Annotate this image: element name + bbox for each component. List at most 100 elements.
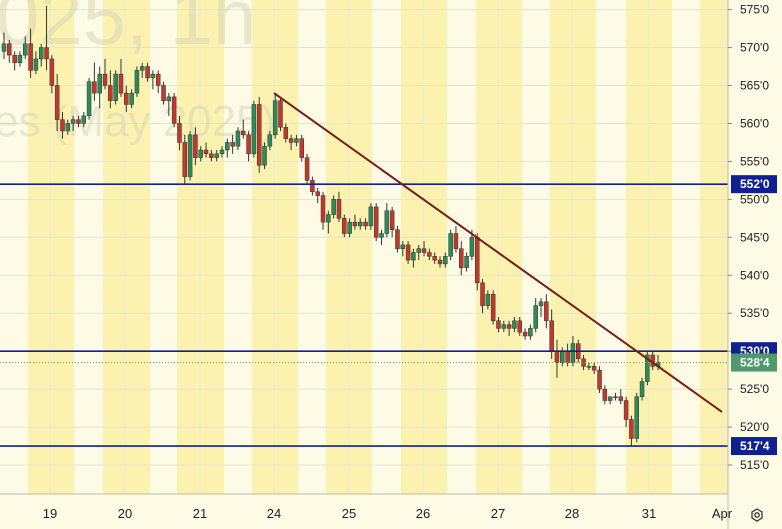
trend-line[interactable] xyxy=(273,92,723,413)
candle-body xyxy=(591,366,597,371)
candle xyxy=(528,324,533,340)
candle-body xyxy=(512,320,517,329)
y-tick-label: 545'0 xyxy=(740,230,769,244)
candle-body xyxy=(182,142,188,177)
candle xyxy=(331,195,336,219)
candle xyxy=(538,298,544,318)
candle xyxy=(187,131,193,181)
candle-body xyxy=(554,350,560,363)
candle-body xyxy=(416,248,421,253)
candle xyxy=(230,134,235,154)
candle-body xyxy=(150,73,156,79)
chart-settings-button[interactable] xyxy=(745,505,769,525)
candle-body xyxy=(629,419,634,439)
x-tick-label: 31 xyxy=(642,506,656,521)
candle-body xyxy=(1,43,7,52)
candle-body xyxy=(166,96,172,101)
candle-body xyxy=(634,396,639,439)
candle xyxy=(485,290,491,310)
candle-body xyxy=(225,142,230,151)
candle xyxy=(629,415,634,447)
candle xyxy=(102,58,108,90)
candle xyxy=(363,218,368,230)
candle xyxy=(86,77,92,120)
last-price-label-bg xyxy=(731,353,777,372)
candle xyxy=(28,28,33,78)
candle xyxy=(278,96,283,132)
candle xyxy=(23,36,28,59)
time-axis[interactable]: 19 20 21 24 25 26 27 28 31 Apr xyxy=(43,506,733,521)
candle xyxy=(453,225,459,253)
candle-body xyxy=(336,199,342,219)
candle-body xyxy=(464,256,469,268)
candle xyxy=(145,62,150,82)
candle-body xyxy=(480,282,485,306)
candle xyxy=(427,248,432,261)
candle-body xyxy=(118,73,124,94)
candle xyxy=(65,119,71,135)
candle xyxy=(272,93,278,139)
x-tick-label: 27 xyxy=(491,506,505,521)
candle-body xyxy=(145,66,150,79)
candle xyxy=(342,214,347,238)
candle-body xyxy=(187,134,193,177)
candle xyxy=(251,100,257,158)
candle xyxy=(405,241,411,264)
candle xyxy=(1,32,7,59)
candle-body xyxy=(28,43,33,71)
candle xyxy=(389,206,395,238)
candle xyxy=(618,389,624,405)
y-tick-label: 515'0 xyxy=(740,458,769,472)
candle xyxy=(544,294,549,329)
candle xyxy=(602,385,608,405)
candle-body xyxy=(54,85,60,120)
candle-body xyxy=(161,85,166,101)
candle xyxy=(490,290,496,325)
candle-body xyxy=(570,343,576,363)
candle xyxy=(33,51,39,75)
y-tick-label: 555'0 xyxy=(740,154,769,168)
candle-body xyxy=(193,134,198,158)
session-band-9 xyxy=(700,0,728,494)
candle-body xyxy=(65,123,71,132)
y-tick-label: 550'0 xyxy=(740,192,769,206)
candle xyxy=(70,115,76,132)
y-tick-label: 540'0 xyxy=(740,268,769,282)
candle xyxy=(219,146,225,158)
candle xyxy=(17,51,23,67)
candle xyxy=(150,70,156,90)
candle xyxy=(639,377,645,401)
candle-body xyxy=(395,229,400,249)
candle-body xyxy=(278,100,283,128)
session-band-3 xyxy=(252,0,298,494)
candle xyxy=(288,134,294,151)
candle xyxy=(591,362,597,374)
candle xyxy=(320,191,326,230)
candle-body xyxy=(272,100,278,136)
candle xyxy=(38,43,44,67)
candle-body xyxy=(326,214,331,223)
candle-body xyxy=(256,104,262,166)
last-price-label: 528'4 xyxy=(740,356,770,370)
candles xyxy=(1,5,661,447)
candle xyxy=(60,112,65,139)
candle-body xyxy=(437,259,443,265)
y-tick-label: 525'0 xyxy=(740,382,769,396)
candle xyxy=(177,115,182,151)
candle xyxy=(129,89,134,109)
candle-body xyxy=(267,134,273,147)
x-tick-label: 20 xyxy=(118,506,132,521)
candle xyxy=(193,127,198,166)
candle-body xyxy=(33,58,39,71)
candle-body xyxy=(421,248,427,253)
x-tick-label: 26 xyxy=(416,506,430,521)
candle xyxy=(448,229,453,261)
candle xyxy=(54,74,60,132)
candle-body xyxy=(310,180,315,193)
candle-body xyxy=(538,301,544,306)
candle-body xyxy=(177,123,182,143)
candle-body xyxy=(60,119,65,132)
candle xyxy=(198,146,203,162)
